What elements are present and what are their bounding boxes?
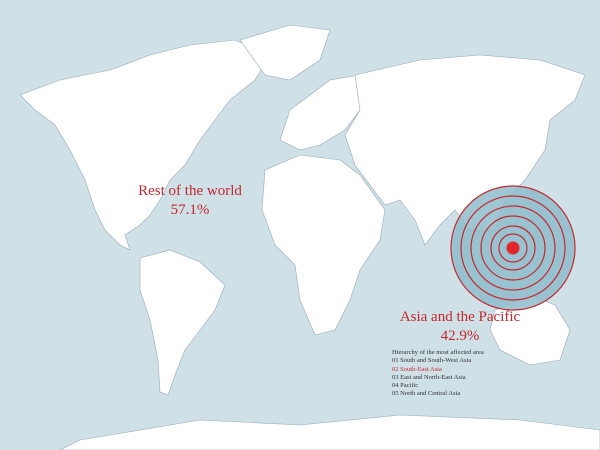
asia-pacific-label: Asia and the Pacific 42.9% — [380, 308, 540, 346]
antarctica — [59, 414, 600, 450]
epicenter-dot — [506, 241, 520, 255]
legend-item: 05 North and Central Asia — [392, 390, 461, 398]
rest-title: Rest of the world — [138, 183, 242, 199]
legend-item: 01 South and South-West Asia — [392, 357, 472, 365]
legend-item: 03 East and North-East Asia — [392, 373, 466, 381]
ring-3 — [470, 205, 556, 291]
ring-0 — [498, 233, 528, 263]
legend-item: 04 Pacific — [392, 382, 419, 390]
legend-item-highlighted: 02 South-East Asia — [392, 365, 442, 373]
north-america — [19, 39, 271, 251]
rest-of-world-label: Rest of the world 57.1% — [130, 182, 250, 220]
south-america — [139, 249, 226, 396]
impact-rings — [450, 185, 576, 311]
rest-value: 57.1% — [170, 202, 210, 218]
ring-4 — [460, 195, 566, 301]
greenland — [239, 24, 331, 81]
legend-title: Hierarchy of the most affected area — [392, 349, 484, 356]
asia-title: Asia and the Pacific — [399, 309, 521, 325]
ring-2 — [480, 215, 546, 281]
legend: Hierarchy of the most affected area 01 S… — [392, 349, 484, 399]
africa — [261, 154, 386, 336]
asia-value: 42.9% — [440, 328, 480, 344]
ring-1 — [490, 225, 536, 271]
